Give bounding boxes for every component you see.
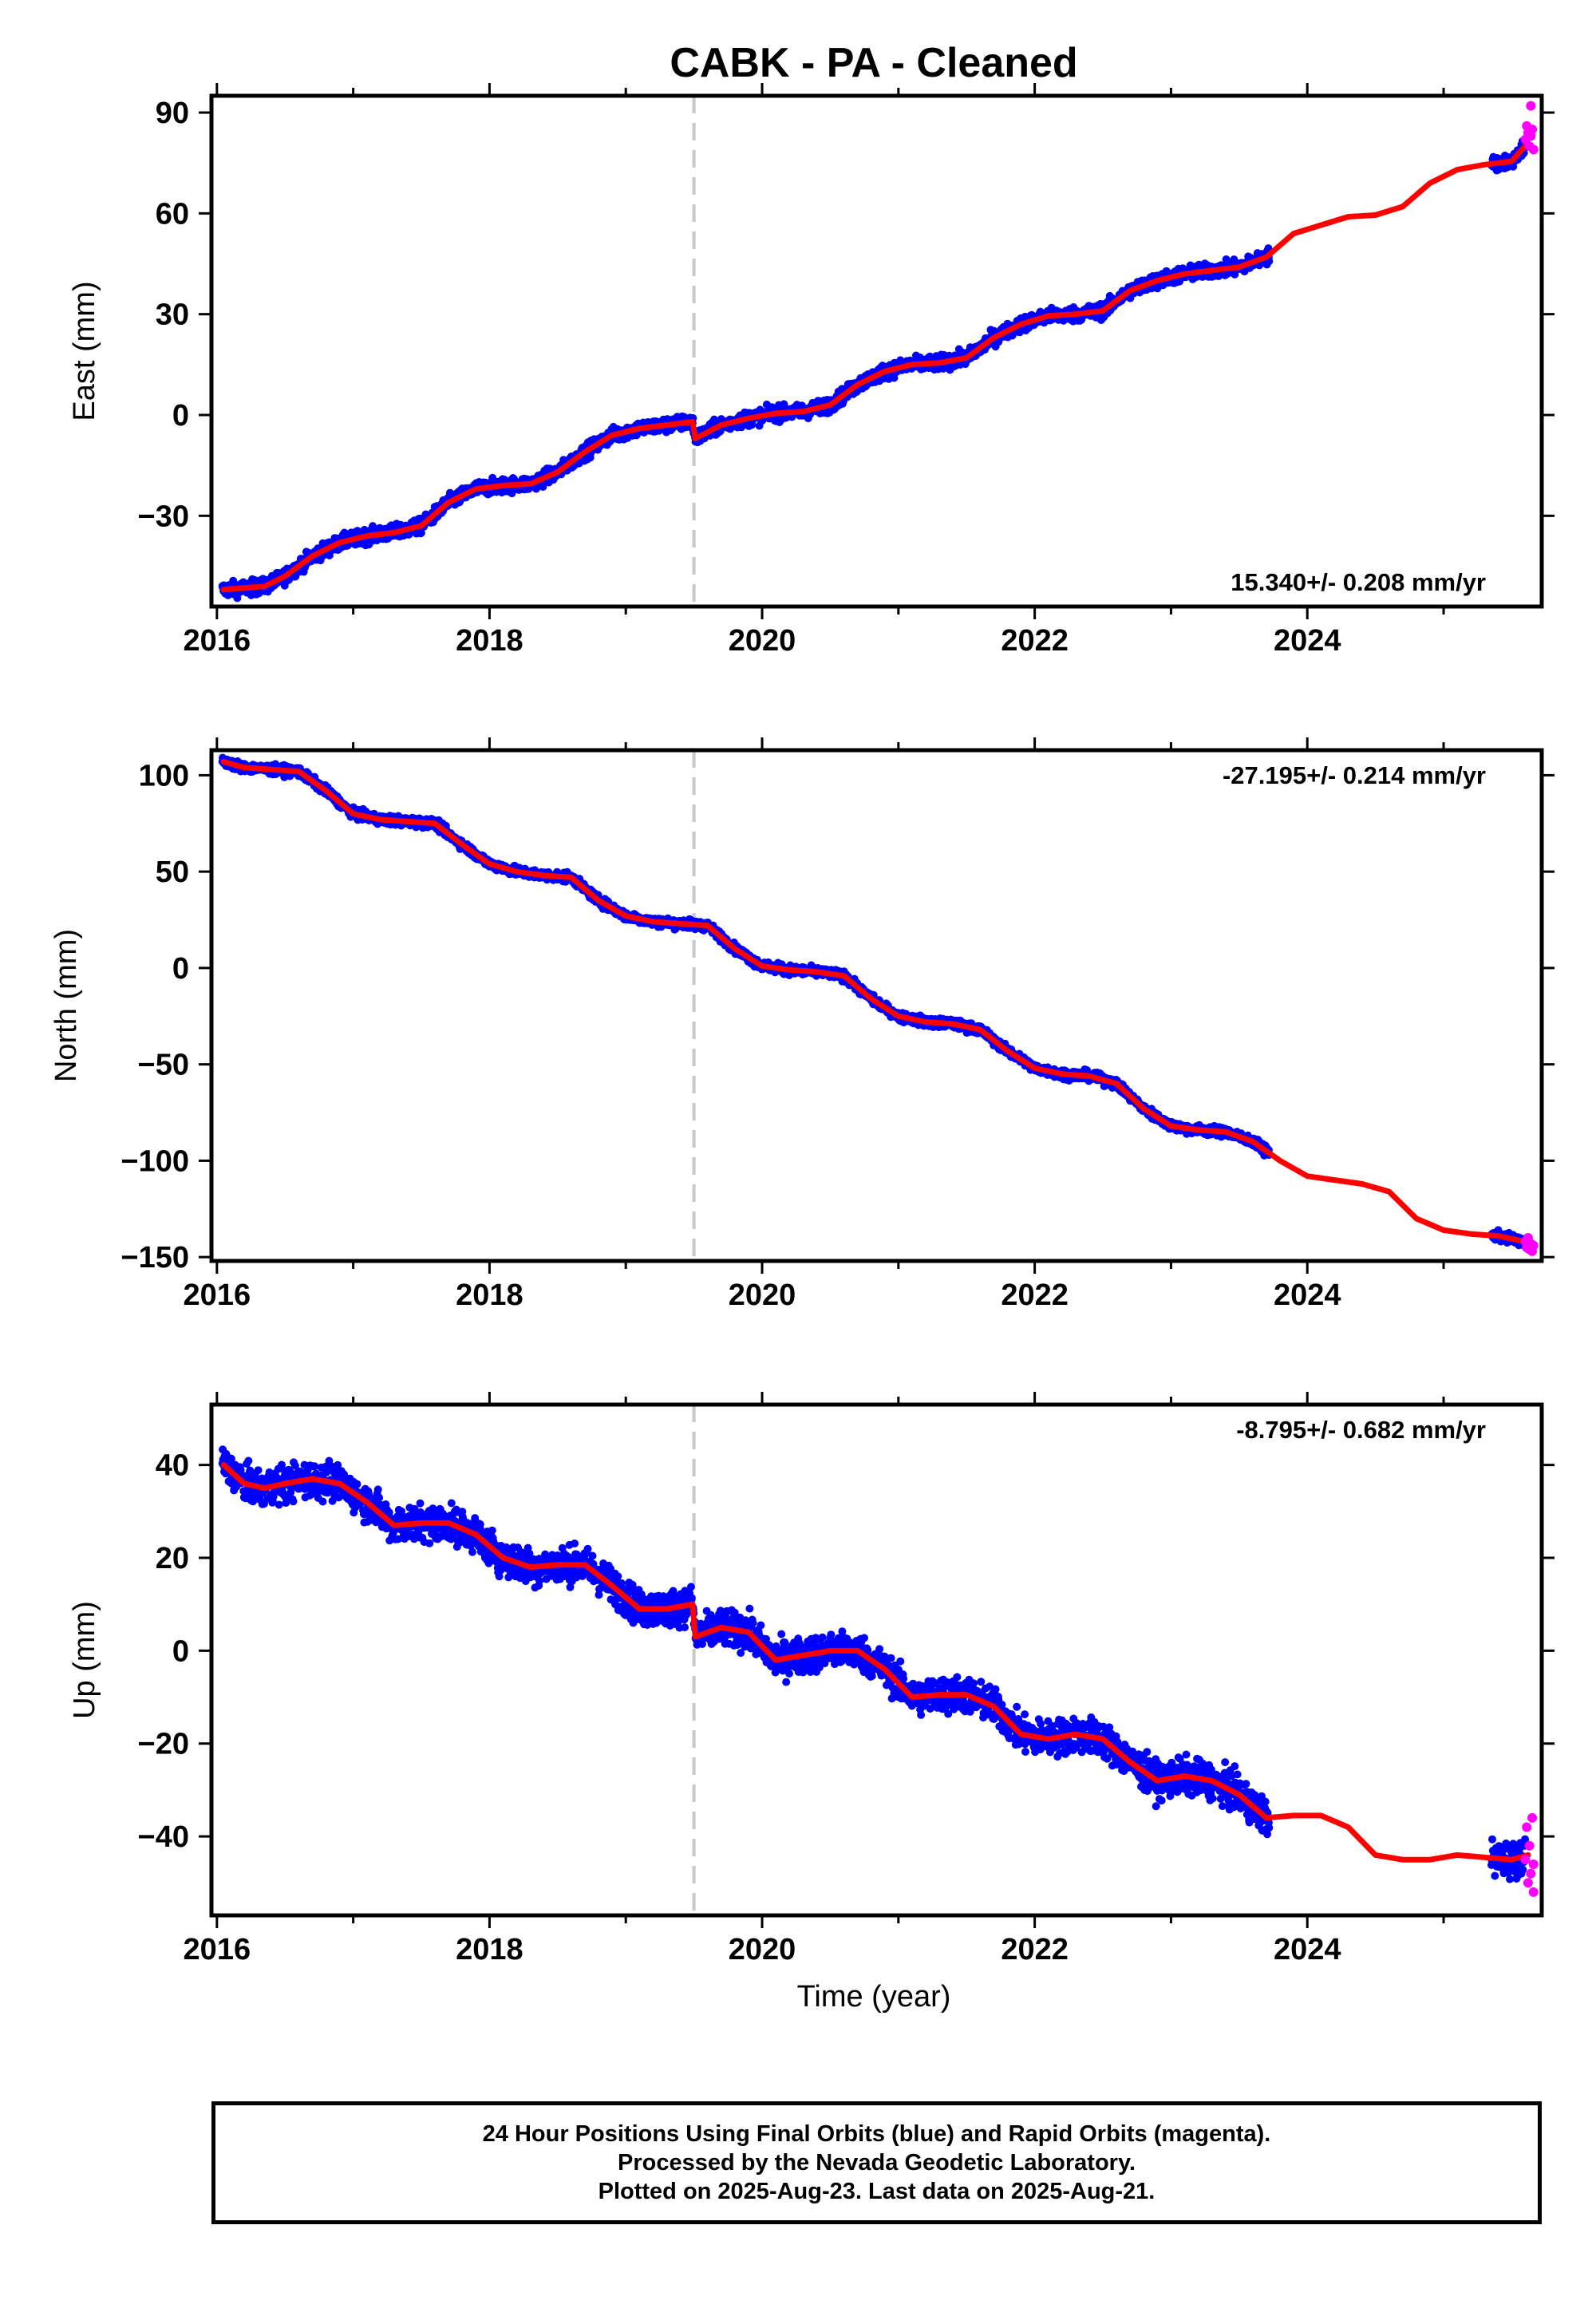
rate-label: 15.340+/- 0.208 mm/yr <box>1231 568 1486 596</box>
y-tick-label: 90 <box>156 97 189 130</box>
y-tick-label: −30 <box>138 500 189 533</box>
plot-area <box>218 96 1539 607</box>
x-tick-label: 2022 <box>1001 624 1069 658</box>
plot-area <box>218 750 1539 1261</box>
figure-title: CABK - PA - Cleaned <box>670 40 1077 86</box>
x-tick-label: 2018 <box>456 624 523 658</box>
x-tick-label: 2020 <box>729 624 796 658</box>
east-panel: 2016 2018 2020 2022 2024 −30 0 30 60 90 East (mm) 1… <box>68 83 1555 658</box>
rapid-orbit-points <box>1520 101 1539 155</box>
rapid-orbit-point <box>1527 124 1538 135</box>
north-panel: 2016 2018 2020 2022 2024−150−100−50050100Nor… <box>49 737 1555 1312</box>
final-orbit-point <box>417 528 425 537</box>
rapid-orbit-point <box>1528 144 1539 155</box>
y-tick-label: 0 <box>172 399 189 433</box>
model-curve <box>220 140 1531 593</box>
y-tick-label: 30 <box>156 298 189 332</box>
final-orbit-points <box>218 136 1530 603</box>
y-tick-label: 60 <box>156 197 189 231</box>
x-tick-label: 2016 <box>184 624 251 658</box>
y-axis-label: East (mm) <box>68 281 101 421</box>
rapid-orbit-point <box>1526 101 1536 111</box>
final-orbit-point <box>233 594 242 603</box>
plot-frame <box>209 93 1544 609</box>
x-tick-label: 2024 <box>1274 624 1341 658</box>
